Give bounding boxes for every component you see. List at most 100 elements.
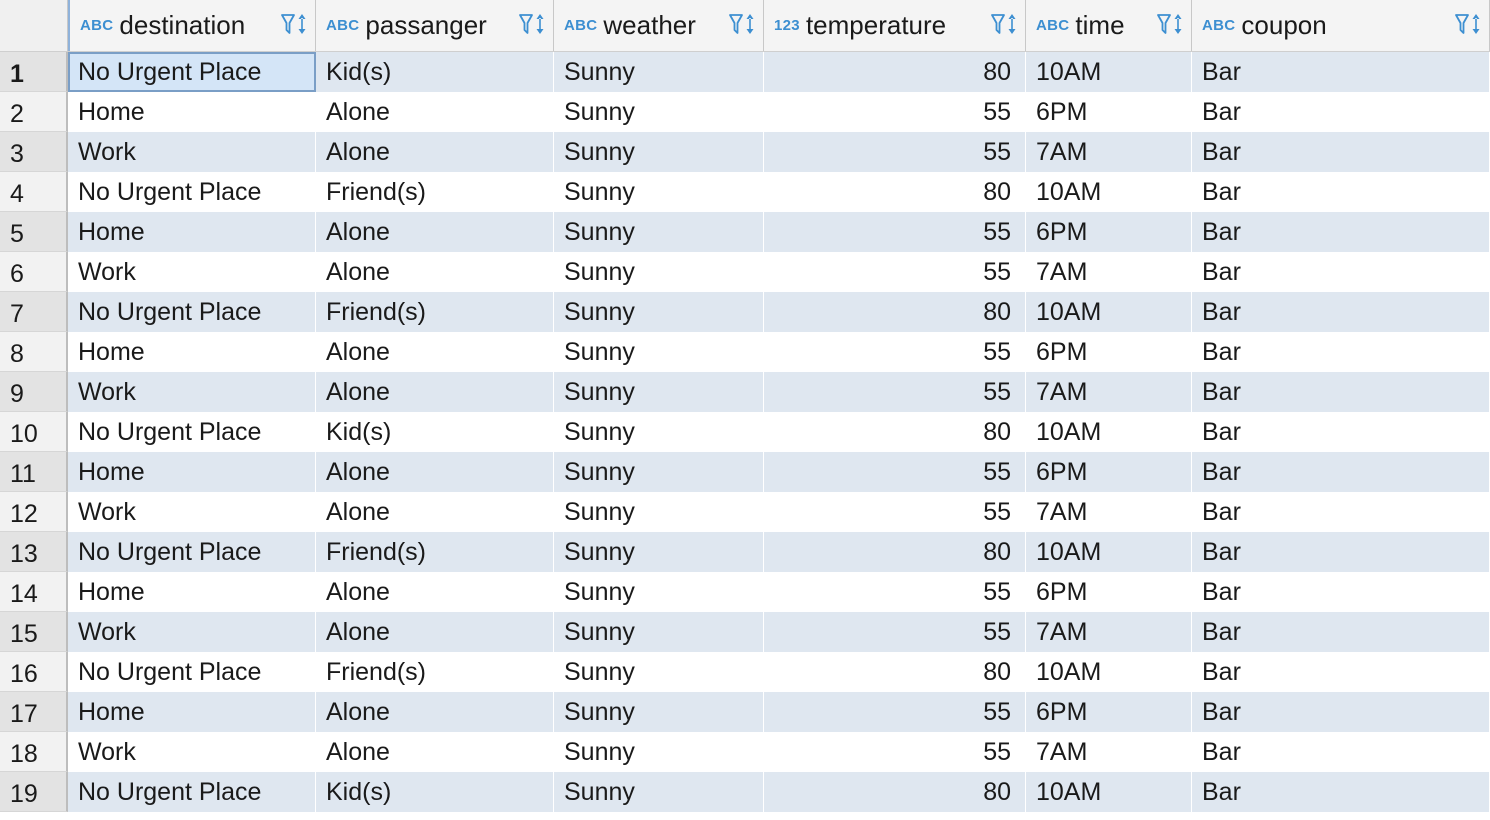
cell-passanger[interactable]: Kid(s) xyxy=(316,412,554,452)
cell-destination[interactable]: Home xyxy=(68,212,316,252)
cell-temperature[interactable]: 55 xyxy=(764,92,1026,132)
sort-icon[interactable] xyxy=(1173,12,1183,36)
cell-temperature[interactable]: 55 xyxy=(764,492,1026,532)
column-header-destination[interactable]: ABC destination xyxy=(68,0,316,51)
cell-coupon[interactable]: Bar xyxy=(1192,212,1490,252)
cell-destination[interactable]: Work xyxy=(68,492,316,532)
cell-destination[interactable]: Work xyxy=(68,372,316,412)
cell-temperature[interactable]: 80 xyxy=(764,52,1026,92)
cell-time[interactable]: 6PM xyxy=(1026,332,1192,372)
table-row[interactable]: 1 No Urgent Place Kid(s) Sunny 80 10AM Bar xyxy=(0,52,1490,92)
cell-weather[interactable]: Sunny xyxy=(554,92,764,132)
row-number[interactable]: 13 xyxy=(0,532,68,572)
filter-icon[interactable] xyxy=(1157,12,1171,36)
cell-coupon[interactable]: Bar xyxy=(1192,772,1490,812)
cell-weather[interactable]: Sunny xyxy=(554,372,764,412)
cell-destination[interactable]: No Urgent Place xyxy=(68,172,316,212)
corner-cell[interactable] xyxy=(0,0,68,51)
cell-weather[interactable]: Sunny xyxy=(554,412,764,452)
cell-temperature[interactable]: 55 xyxy=(764,612,1026,652)
table-row[interactable]: 4 No Urgent Place Friend(s) Sunny 80 10AM Bar xyxy=(0,172,1490,212)
table-row[interactable]: 13 No Urgent Place Friend(s) Sunny 80 10AM Bar xyxy=(0,532,1490,572)
sort-icon[interactable] xyxy=(297,12,307,36)
filter-icon[interactable] xyxy=(1455,12,1469,36)
row-number[interactable]: 2 xyxy=(0,92,68,132)
cell-time[interactable]: 10AM xyxy=(1026,772,1192,812)
cell-time[interactable]: 6PM xyxy=(1026,92,1192,132)
row-number[interactable]: 10 xyxy=(0,412,68,452)
cell-coupon[interactable]: Bar xyxy=(1192,252,1490,292)
cell-time[interactable]: 6PM xyxy=(1026,692,1192,732)
cell-temperature[interactable]: 55 xyxy=(764,732,1026,772)
cell-weather[interactable]: Sunny xyxy=(554,452,764,492)
table-row[interactable]: 6 Work Alone Sunny 55 7AM Bar xyxy=(0,252,1490,292)
cell-weather[interactable]: Sunny xyxy=(554,292,764,332)
cell-weather[interactable]: Sunny xyxy=(554,572,764,612)
column-header-weather[interactable]: ABC weather xyxy=(554,0,764,51)
cell-passanger[interactable]: Alone xyxy=(316,452,554,492)
cell-destination[interactable]: Work xyxy=(68,252,316,292)
cell-weather[interactable]: Sunny xyxy=(554,172,764,212)
sort-icon[interactable] xyxy=(1471,12,1481,36)
cell-weather[interactable]: Sunny xyxy=(554,252,764,292)
sort-icon[interactable] xyxy=(535,12,545,36)
cell-destination[interactable]: Home xyxy=(68,332,316,372)
cell-weather[interactable]: Sunny xyxy=(554,692,764,732)
cell-destination[interactable]: Home xyxy=(68,692,316,732)
row-number[interactable]: 19 xyxy=(0,772,68,812)
row-number[interactable]: 16 xyxy=(0,652,68,692)
row-number[interactable]: 4 xyxy=(0,172,68,212)
row-number[interactable]: 5 xyxy=(0,212,68,252)
cell-temperature[interactable]: 55 xyxy=(764,212,1026,252)
cell-time[interactable]: 10AM xyxy=(1026,532,1192,572)
cell-passanger[interactable]: Friend(s) xyxy=(316,652,554,692)
column-header-passanger[interactable]: ABC passanger xyxy=(316,0,554,51)
cell-weather[interactable]: Sunny xyxy=(554,132,764,172)
cell-weather[interactable]: Sunny xyxy=(554,212,764,252)
cell-time[interactable]: 7AM xyxy=(1026,372,1192,412)
cell-destination[interactable]: No Urgent Place xyxy=(68,292,316,332)
cell-weather[interactable]: Sunny xyxy=(554,332,764,372)
cell-destination[interactable]: Work xyxy=(68,612,316,652)
cell-temperature[interactable]: 80 xyxy=(764,652,1026,692)
column-header-coupon[interactable]: ABC coupon xyxy=(1192,0,1490,51)
cell-passanger[interactable]: Alone xyxy=(316,572,554,612)
cell-temperature[interactable]: 55 xyxy=(764,252,1026,292)
row-number[interactable]: 6 xyxy=(0,252,68,292)
cell-coupon[interactable]: Bar xyxy=(1192,132,1490,172)
cell-temperature[interactable]: 55 xyxy=(764,332,1026,372)
cell-coupon[interactable]: Bar xyxy=(1192,92,1490,132)
cell-destination[interactable]: No Urgent Place xyxy=(68,412,316,452)
cell-coupon[interactable]: Bar xyxy=(1192,492,1490,532)
cell-passanger[interactable]: Alone xyxy=(316,692,554,732)
table-row[interactable]: 2 Home Alone Sunny 55 6PM Bar xyxy=(0,92,1490,132)
cell-temperature[interactable]: 80 xyxy=(764,292,1026,332)
cell-passanger[interactable]: Alone xyxy=(316,212,554,252)
cell-passanger[interactable]: Kid(s) xyxy=(316,52,554,92)
table-row[interactable]: 15 Work Alone Sunny 55 7AM Bar xyxy=(0,612,1490,652)
table-row[interactable]: 11 Home Alone Sunny 55 6PM Bar xyxy=(0,452,1490,492)
table-row[interactable]: 14 Home Alone Sunny 55 6PM Bar xyxy=(0,572,1490,612)
cell-destination[interactable]: Home xyxy=(68,572,316,612)
cell-time[interactable]: 6PM xyxy=(1026,452,1192,492)
cell-passanger[interactable]: Friend(s) xyxy=(316,532,554,572)
column-header-temperature[interactable]: 123 temperature xyxy=(764,0,1026,51)
cell-coupon[interactable]: Bar xyxy=(1192,612,1490,652)
row-number[interactable]: 7 xyxy=(0,292,68,332)
row-number[interactable]: 15 xyxy=(0,612,68,652)
cell-passanger[interactable]: Alone xyxy=(316,132,554,172)
cell-time[interactable]: 7AM xyxy=(1026,252,1192,292)
table-row[interactable]: 12 Work Alone Sunny 55 7AM Bar xyxy=(0,492,1490,532)
cell-time[interactable]: 10AM xyxy=(1026,412,1192,452)
cell-passanger[interactable]: Kid(s) xyxy=(316,772,554,812)
table-row[interactable]: 3 Work Alone Sunny 55 7AM Bar xyxy=(0,132,1490,172)
cell-coupon[interactable]: Bar xyxy=(1192,52,1490,92)
cell-weather[interactable]: Sunny xyxy=(554,772,764,812)
table-row[interactable]: 9 Work Alone Sunny 55 7AM Bar xyxy=(0,372,1490,412)
cell-destination[interactable]: Home xyxy=(68,452,316,492)
cell-passanger[interactable]: Friend(s) xyxy=(316,292,554,332)
cell-passanger[interactable]: Alone xyxy=(316,372,554,412)
table-row[interactable]: 8 Home Alone Sunny 55 6PM Bar xyxy=(0,332,1490,372)
cell-destination[interactable]: Work xyxy=(68,732,316,772)
cell-time[interactable]: 7AM xyxy=(1026,492,1192,532)
